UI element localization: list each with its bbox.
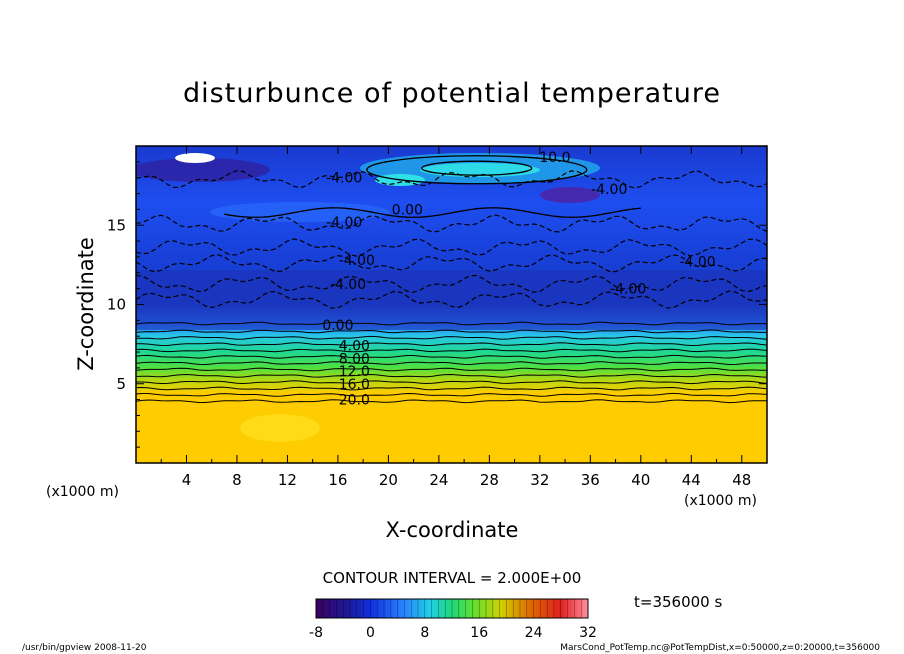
contour-label: 4.00	[339, 339, 370, 355]
contour-label: 0.00	[322, 318, 353, 334]
x-tick-label: 32	[530, 471, 549, 489]
contour-line-negative	[136, 169, 767, 189]
contour-line-negative	[136, 214, 767, 233]
contour-label: -4.00	[326, 171, 362, 187]
x-tick-label: 36	[581, 471, 600, 489]
x-axis-unit: (x1000 m)	[684, 493, 757, 509]
contour-label: 0.00	[392, 202, 423, 218]
footer-left: /usr/bin/gpview 2008-11-20	[22, 643, 147, 653]
contour-line	[136, 399, 767, 404]
contour-interval: CONTOUR INTERVAL = 2.000E+00	[323, 569, 582, 587]
x-tick-label: 48	[732, 471, 751, 489]
colorbar-tick-label: 32	[579, 625, 597, 641]
contour-line	[136, 367, 767, 372]
x-axis-title: X-coordinate	[386, 518, 519, 542]
contour-line	[136, 342, 767, 347]
y-tick-label: 10	[107, 296, 126, 314]
colorbar-tick-label: 8	[420, 625, 429, 641]
time-stamp: t=356000 s	[634, 593, 722, 611]
contour-label: 16.0	[339, 377, 370, 393]
chart-title: disturbunce of potential temperature	[183, 78, 721, 109]
colorbar-tick-label: 16	[470, 625, 488, 641]
contour-line	[136, 380, 767, 385]
contour-line-negative	[136, 238, 767, 257]
contour-label: -10.0	[534, 150, 570, 166]
contour-line-negative	[136, 275, 767, 293]
contour-line	[136, 329, 767, 334]
x-tick-label: 12	[278, 471, 297, 489]
y-tick-label: 5	[116, 375, 126, 393]
z-axis-unit: (x1000 m)	[46, 484, 119, 500]
contour-line	[136, 373, 767, 378]
contour-line-negative	[136, 290, 767, 309]
contour-line	[136, 348, 767, 353]
contour-line	[136, 386, 767, 391]
contour-line	[136, 361, 767, 366]
contour-line-zero	[224, 207, 641, 218]
contour-label: -4.00	[591, 182, 627, 198]
contour-line-negative	[136, 254, 767, 273]
footer-right: MarsCond_PotTemp.nc@PotTempDist,x=0:5000…	[560, 643, 880, 653]
x-tick-label: 28	[480, 471, 499, 489]
contour-loop	[421, 160, 533, 176]
contour-label: -4.00	[610, 282, 646, 298]
x-tick-label: 16	[328, 471, 347, 489]
contour-label: 8.00	[339, 351, 370, 367]
contour-label: -4.00	[339, 253, 375, 269]
contour-label: 20.0	[339, 393, 370, 409]
contour-label: -4.00	[679, 255, 715, 271]
colorbar-tick-label: -8	[309, 625, 323, 641]
contour-line	[136, 335, 767, 340]
contour-line	[136, 321, 767, 326]
colorbar-tick-label: 24	[525, 625, 543, 641]
y-tick-label: 15	[107, 216, 126, 234]
x-tick-label: 44	[682, 471, 701, 489]
contour-line	[136, 354, 767, 359]
contour-loop	[366, 155, 588, 185]
contour-label: 12.0	[339, 364, 370, 380]
x-tick-label: 8	[232, 471, 242, 489]
x-tick-label: 20	[379, 471, 398, 489]
contour-line	[136, 392, 767, 397]
x-tick-label: 24	[429, 471, 448, 489]
contour-label: -4.00	[330, 277, 366, 293]
contour-label: -4.00	[326, 215, 362, 231]
colorbar-tick-label: 0	[366, 625, 375, 641]
y-axis-title: Z-coordinate	[74, 237, 98, 371]
contour-field	[136, 146, 767, 463]
x-tick-label: 4	[182, 471, 192, 489]
x-tick-label: 40	[631, 471, 650, 489]
